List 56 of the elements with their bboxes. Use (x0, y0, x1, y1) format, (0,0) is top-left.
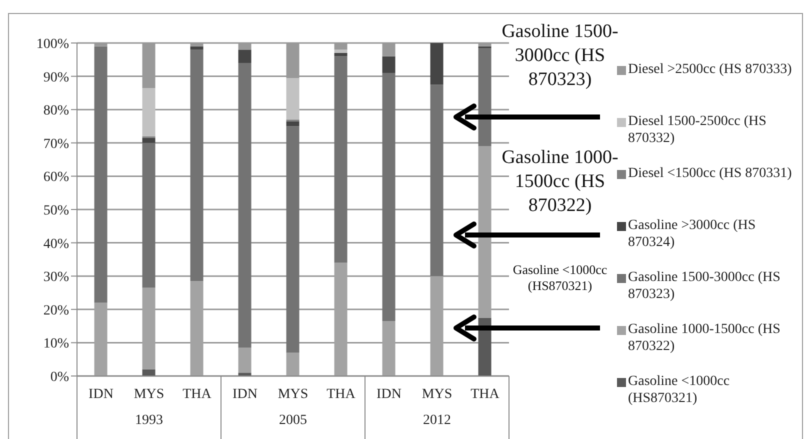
legend-label: Gasoline <1000cc (HS870321) (628, 374, 731, 408)
bar (286, 121, 300, 126)
text: Gasoline <1000cc (HS870321) (512, 262, 608, 294)
legend-label: Diesel 1500-2500cc (HS 870332) (628, 114, 768, 148)
bar (142, 142, 156, 288)
bar (430, 84, 444, 276)
bar (382, 56, 396, 73)
bar (238, 372, 252, 376)
bar (190, 46, 204, 50)
bar (142, 138, 156, 143)
bar (238, 62, 252, 348)
y-tick-label: 0% (50, 370, 70, 385)
x-tick-label: THA (470, 387, 500, 402)
y-tick-label: 30% (43, 270, 70, 286)
y-tick-label: 100% (36, 36, 70, 52)
bar (142, 88, 156, 136)
x-tick-label: THA (182, 387, 212, 402)
y-tick-label: 60% (43, 170, 70, 186)
x-tick-label: IDN (88, 387, 114, 402)
legend-label: Gasoline >3000cc (HS 870324) (628, 218, 757, 252)
bar (478, 318, 492, 376)
legend-label: Gasoline 1500-3000cc (HS 870323) (628, 270, 782, 304)
bar (430, 43, 444, 85)
bar (334, 50, 348, 53)
y-tick-label: 20% (43, 303, 70, 318)
x-tick-label: MYS (134, 387, 164, 402)
y-tick-label: 10% (43, 336, 70, 352)
bar (382, 72, 396, 322)
x-tick-label: MYS (422, 387, 452, 402)
bar (190, 50, 204, 282)
x-tick-label: MYS (278, 387, 308, 402)
text: 2012 (423, 413, 451, 428)
bar (238, 348, 252, 373)
legend-label: Gasoline 1000-1500cc (HS 870322) (628, 322, 782, 356)
legend-label: Diesel <1500cc (HS 870331) (628, 166, 792, 183)
annotation: Gasoline 1000-1500cc (HS 870322) (500, 146, 620, 218)
y-tick-label: 80% (43, 104, 70, 119)
x-tick-label: THA (326, 387, 356, 402)
bar (478, 48, 492, 146)
y-tick-label: 50% (43, 203, 70, 218)
bar (238, 50, 252, 63)
annotation: Gasoline 1500-3000cc (HS 870323) (500, 20, 620, 92)
x-tick-label: IDN (232, 387, 258, 402)
y-tick-label: 70% (43, 136, 70, 152)
bar (94, 46, 108, 303)
text: 1993 (135, 413, 163, 428)
bar (286, 78, 300, 120)
y-tick-label: 40% (43, 236, 70, 252)
bar (334, 56, 348, 263)
bar (286, 126, 300, 353)
bar (142, 369, 156, 376)
text: 2005 (279, 413, 307, 428)
legend-label: Diesel >2500cc (HS 870333) (628, 62, 792, 79)
y-tick-label: 90% (43, 70, 70, 86)
x-tick-label: IDN (376, 387, 402, 402)
bar (334, 52, 348, 56)
